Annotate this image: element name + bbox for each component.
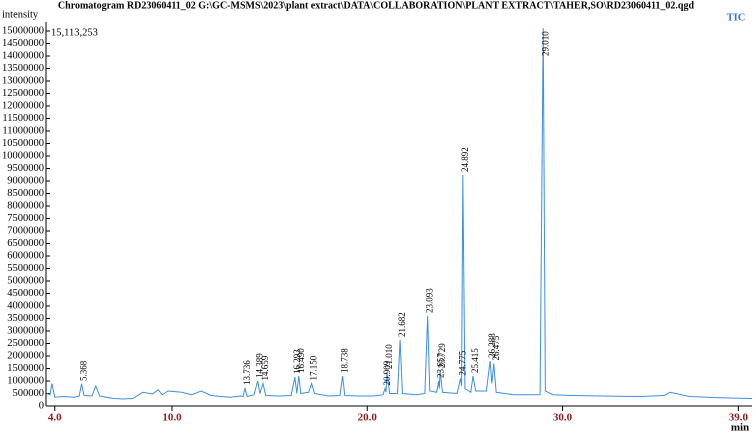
y-tick-label: 8500000 <box>7 188 44 199</box>
peak-label: 26.288 <box>487 333 497 358</box>
peak-label: 16.490 <box>296 348 306 373</box>
y-tick-label: 2500000 <box>7 338 44 349</box>
peak-label: 18.738 <box>340 348 350 373</box>
peak-label: 23.657 <box>436 353 446 378</box>
y-tick-label: 500000 <box>13 388 45 399</box>
peak-label: 20.909 <box>382 360 392 385</box>
y-tick-label: 7500000 <box>7 213 44 224</box>
y-tick-label: 4000000 <box>7 300 44 311</box>
y-tick-label: 13500000 <box>2 63 44 74</box>
x-tick-label: 4.0 <box>48 412 62 424</box>
y-tick-label: 15000000 <box>2 25 44 36</box>
peak-label: 17.150 <box>309 355 319 380</box>
y-tick-label: 11500000 <box>2 113 44 124</box>
y-tick-label: 0 <box>39 400 44 411</box>
x-tick-label: 30.0 <box>553 412 573 424</box>
peak-label: 25.415 <box>470 348 480 373</box>
y-tick-label: 5000000 <box>7 275 44 286</box>
peak-label: 13.736 <box>242 360 252 385</box>
peak-label: 23.729 <box>437 343 447 368</box>
y-tick-label: 1500000 <box>7 363 44 374</box>
y-tick-label: 7000000 <box>7 225 44 236</box>
peak-label: 23.093 <box>425 288 435 313</box>
peak-label: 26.475 <box>491 335 501 360</box>
peak-label: 29.010 <box>540 31 550 56</box>
y-tick-label: 11000000 <box>2 125 44 136</box>
y-tick-label: 13000000 <box>2 75 44 86</box>
peak-label: 21.682 <box>397 312 407 337</box>
max-annotation: 15,113,253 <box>51 27 98 38</box>
y-tick-label: 3000000 <box>7 325 44 336</box>
y-tick-label: 4500000 <box>7 288 44 299</box>
legend-entry: TIC <box>727 12 746 23</box>
y-tick-label: 8000000 <box>7 200 44 211</box>
y-tick-label: 5500000 <box>7 263 44 274</box>
y-tick-label: 14000000 <box>2 50 44 61</box>
y-axis-label: intensity <box>2 9 39 20</box>
y-tick-label: 6000000 <box>7 250 44 261</box>
peak-label: 5.368 <box>79 360 89 381</box>
x-tick-label: 39.0 <box>729 412 749 424</box>
y-tick-label: 10000000 <box>2 150 44 161</box>
x-tick-label: 10.0 <box>162 412 182 424</box>
y-tick-label: 14500000 <box>2 38 44 49</box>
y-tick-label: 1000000 <box>7 375 44 386</box>
y-tick-label: 2000000 <box>7 350 44 361</box>
y-tick-label: 12500000 <box>2 88 44 99</box>
chart-title: Chromatogram RD23060411_02 G:\GC-MSMS\20… <box>58 0 695 11</box>
peak-label: 24.775 <box>458 350 468 375</box>
trace <box>46 28 753 400</box>
peak-label: 24.892 <box>460 147 470 172</box>
y-tick-label: 12000000 <box>2 100 44 111</box>
y-tick-label: 9000000 <box>7 175 44 186</box>
peak-label: 21.010 <box>384 344 394 369</box>
y-tick-label: 9500000 <box>7 163 44 174</box>
peak-label: 14.659 <box>260 355 270 380</box>
y-tick-label: 6500000 <box>7 238 44 249</box>
peak-label: 16.293 <box>292 349 302 374</box>
y-tick-label: 3500000 <box>7 313 44 324</box>
peak-label: 14.389 <box>255 353 265 378</box>
x-tick-label: 20.0 <box>358 412 378 424</box>
x-axis-label: min <box>731 422 749 434</box>
y-tick-label: 10500000 <box>2 138 44 149</box>
